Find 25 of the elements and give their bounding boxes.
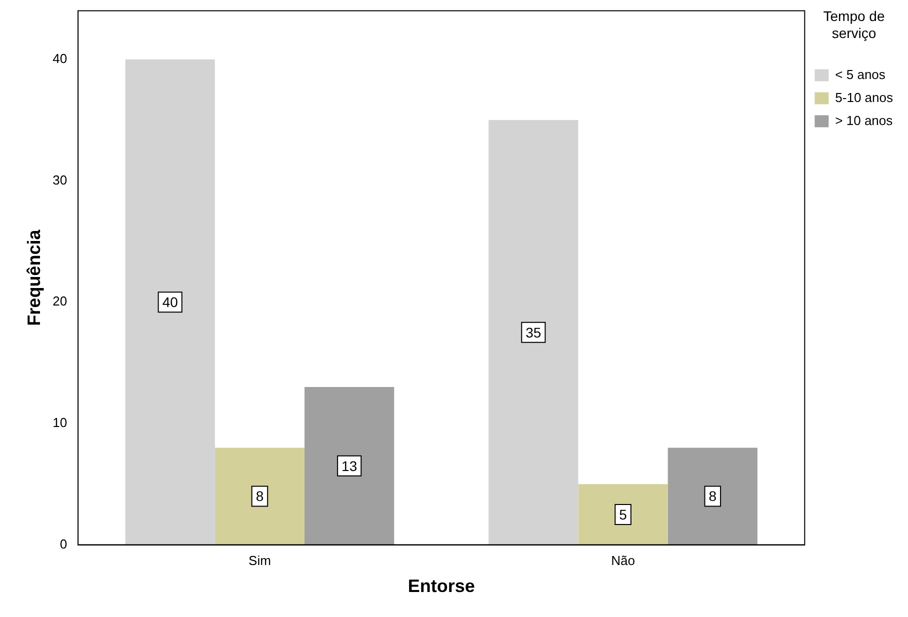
data-label: 8 (708, 488, 717, 504)
y-tick-label: 20 (52, 294, 68, 309)
y-axis-title: Frequência (24, 228, 44, 326)
legend-label: 5-10 anos (835, 90, 894, 105)
y-tick-label: 40 (52, 50, 68, 66)
y-tick-label: 10 (52, 415, 68, 430)
legend-label: > 10 anos (835, 112, 894, 128)
x-tick-label: Sim (248, 553, 271, 568)
data-label: 13 (342, 458, 358, 474)
legend-label: < 5 anos (835, 66, 886, 82)
data-label: 35 (526, 324, 542, 340)
bar (125, 59, 215, 545)
y-tick-label: 0 (60, 536, 68, 552)
bar (578, 484, 668, 545)
data-label: 40 (162, 294, 178, 310)
bar (668, 448, 758, 545)
bar (214, 448, 305, 545)
bar (304, 387, 394, 545)
data-label: 8 (256, 488, 264, 504)
x-axis-title: Entorse (408, 576, 475, 596)
x-tick-label: Não (611, 553, 635, 568)
y-tick-label: 30 (52, 172, 68, 188)
data-label: 5 (619, 506, 628, 522)
legend-title: Tempo de serviço (822, 8, 886, 42)
bar (488, 120, 578, 545)
